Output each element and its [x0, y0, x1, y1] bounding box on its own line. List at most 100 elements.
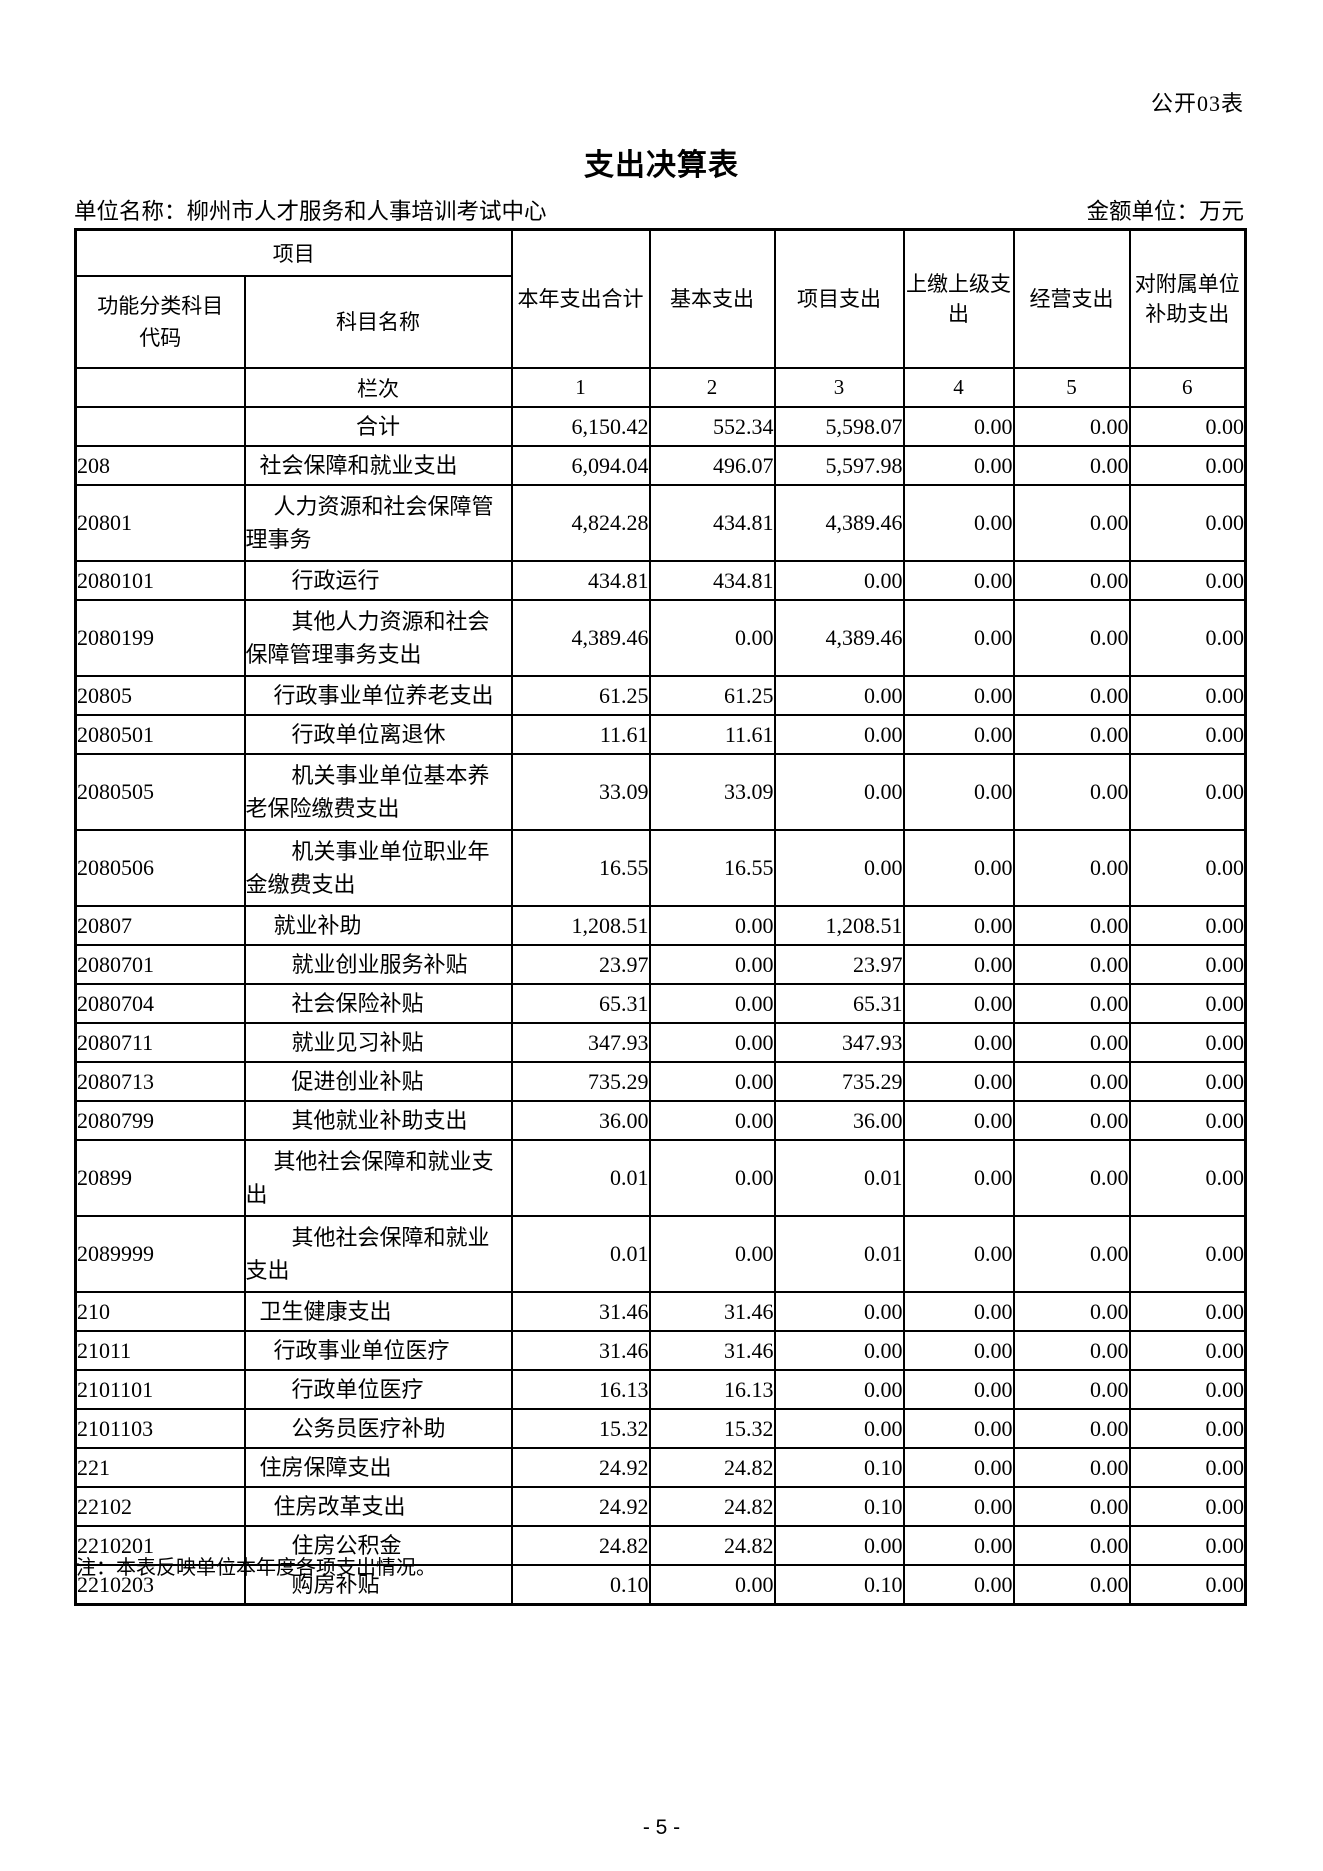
- header-project-group: 项目: [74, 228, 513, 277]
- row-value-project: 735.29: [773, 1061, 905, 1102]
- table-row: 22102 住房改革支出 24.92 24.82 0.10 0.00 0.00 …: [74, 1486, 1247, 1527]
- row-value-operating: 0.00: [1012, 675, 1131, 716]
- table-row: 208 社会保障和就业支出 6,094.04 496.07 5,597.98 0…: [74, 445, 1247, 486]
- row-value-basic: 496.07: [648, 445, 776, 486]
- row-value-total: 6,094.04: [510, 445, 651, 486]
- row-value-upturned: 0.00: [902, 1408, 1015, 1449]
- row-value-subsidy: 0.00: [1128, 1022, 1247, 1063]
- row-value-basic: 33.09: [648, 753, 776, 831]
- row-value-subsidy: 0.00: [1128, 1564, 1247, 1606]
- row-name: 行政事业单位养老支出: [243, 675, 513, 716]
- row-value-subsidy: 0.00: [1128, 1100, 1247, 1141]
- row-value-project: 1,208.51: [773, 905, 905, 946]
- row-value-basic: 16.55: [648, 829, 776, 907]
- row-value-upturned: 0.00: [902, 406, 1015, 447]
- row-value-operating: 0.00: [1012, 1447, 1131, 1488]
- row-value-total: 31.46: [510, 1291, 651, 1332]
- row-value-project: 0.10: [773, 1564, 905, 1606]
- row-value-subsidy: 0.00: [1128, 445, 1247, 486]
- row-value-total: 31.46: [510, 1330, 651, 1371]
- row-value-operating: 0.00: [1012, 1408, 1131, 1449]
- row-value-basic: 0.00: [648, 983, 776, 1024]
- row-value-basic: 0.00: [648, 599, 776, 677]
- lanci-col-3: 3: [773, 367, 905, 408]
- row-value-total: 33.09: [510, 753, 651, 831]
- header-col-upturned-expenditure: 上缴上级支 出: [902, 228, 1015, 369]
- row-value-project: 4,389.46: [773, 599, 905, 677]
- row-value-operating: 0.00: [1012, 1215, 1131, 1293]
- header-col-total-expenditure: 本年支出合计: [510, 228, 651, 369]
- row-code: 2080799: [74, 1100, 246, 1141]
- table-row: 2080501 行政单位离退休 11.61 11.61 0.00 0.00 0.…: [74, 714, 1247, 755]
- table-row: 2101101 行政单位医疗 16.13 16.13 0.00 0.00 0.0…: [74, 1369, 1247, 1410]
- row-value-upturned: 0.00: [902, 714, 1015, 755]
- row-value-upturned: 0.00: [902, 1486, 1015, 1527]
- row-name: 人力资源和社会保障管理事务: [243, 484, 513, 562]
- header-col-subsidy-expenditure: 对附属单位 补助支出: [1128, 228, 1247, 369]
- lanci-col-2: 2: [648, 367, 776, 408]
- row-value-operating: 0.00: [1012, 1564, 1131, 1606]
- row-value-subsidy: 0.00: [1128, 1408, 1247, 1449]
- row-value-basic: 16.13: [648, 1369, 776, 1410]
- row-value-operating: 0.00: [1012, 560, 1131, 601]
- row-value-total: 0.01: [510, 1215, 651, 1293]
- row-value-subsidy: 0.00: [1128, 1369, 1247, 1410]
- row-value-operating: 0.00: [1012, 445, 1131, 486]
- row-value-project: 0.01: [773, 1215, 905, 1293]
- row-code: 2210201: [74, 1525, 246, 1566]
- row-value-basic: 0.00: [648, 1215, 776, 1293]
- row-value-project: 0.01: [773, 1139, 905, 1217]
- row-value-project: 0.00: [773, 1330, 905, 1371]
- row-value-upturned: 0.00: [902, 560, 1015, 601]
- table-row: 20899 其他社会保障和就业支出 0.01 0.00 0.01 0.00 0.…: [74, 1139, 1247, 1217]
- row-name: 购房补贴: [243, 1564, 513, 1606]
- row-value-basic: 0.00: [648, 905, 776, 946]
- row-value-total: 24.82: [510, 1525, 651, 1566]
- row-value-subsidy: 0.00: [1128, 1447, 1247, 1488]
- row-value-operating: 0.00: [1012, 753, 1131, 831]
- row-value-project: 0.10: [773, 1486, 905, 1527]
- table-row: 2080704 社会保险补贴 65.31 0.00 65.31 0.00 0.0…: [74, 983, 1247, 1024]
- row-value-total: 23.97: [510, 944, 651, 985]
- row-code: 2101103: [74, 1408, 246, 1449]
- row-name: 行政运行: [243, 560, 513, 601]
- table-header: 项目 本年支出合计 基本支出 项目支出 上缴上级支 出 经营支出 对附属单位 补…: [74, 228, 1247, 408]
- row-value-operating: 0.00: [1012, 406, 1131, 447]
- table-row: 2089999 其他社会保障和就业支出 0.01 0.00 0.01 0.00 …: [74, 1215, 1247, 1293]
- column-index-row: 栏次 1 2 3 4 5 6: [74, 367, 1247, 408]
- header-col-project-expenditure: 项目支出: [773, 228, 905, 369]
- unit-name-label: 单位名称：柳州市人才服务和人事培训考试中心: [74, 199, 547, 224]
- row-name: 合计: [243, 406, 513, 447]
- row-value-total: 16.55: [510, 829, 651, 907]
- row-value-basic: 0.00: [648, 1061, 776, 1102]
- row-value-basic: 434.81: [648, 560, 776, 601]
- row-code: 208: [74, 445, 246, 486]
- row-value-upturned: 0.00: [902, 1022, 1015, 1063]
- row-value-total: 735.29: [510, 1061, 651, 1102]
- row-value-basic: 31.46: [648, 1330, 776, 1371]
- row-value-total: 24.92: [510, 1486, 651, 1527]
- row-value-upturned: 0.00: [902, 983, 1015, 1024]
- row-value-basic: 0.00: [648, 1022, 776, 1063]
- row-value-total: 0.10: [510, 1564, 651, 1606]
- row-code: 2080701: [74, 944, 246, 985]
- row-value-subsidy: 0.00: [1128, 406, 1247, 447]
- row-value-basic: 0.00: [648, 1564, 776, 1606]
- lanci-col-4: 4: [902, 367, 1015, 408]
- row-value-upturned: 0.00: [902, 675, 1015, 716]
- row-code: 2080501: [74, 714, 246, 755]
- row-value-upturned: 0.00: [902, 753, 1015, 831]
- lanci-col-1: 1: [510, 367, 651, 408]
- row-value-project: 347.93: [773, 1022, 905, 1063]
- lanci-label: 栏次: [243, 367, 513, 408]
- row-value-basic: 15.32: [648, 1408, 776, 1449]
- table-row: 2080711 就业见习补贴 347.93 0.00 347.93 0.00 0…: [74, 1022, 1247, 1063]
- row-code: 2080506: [74, 829, 246, 907]
- table-row: 20805 行政事业单位养老支出 61.25 61.25 0.00 0.00 0…: [74, 675, 1247, 716]
- row-value-upturned: 0.00: [902, 1369, 1015, 1410]
- row-value-total: 0.01: [510, 1139, 651, 1217]
- row-value-upturned: 0.00: [902, 1564, 1015, 1606]
- row-value-basic: 0.00: [648, 1139, 776, 1217]
- row-value-project: 0.00: [773, 1408, 905, 1449]
- table-row: 20801 人力资源和社会保障管理事务 4,824.28 434.81 4,38…: [74, 484, 1247, 562]
